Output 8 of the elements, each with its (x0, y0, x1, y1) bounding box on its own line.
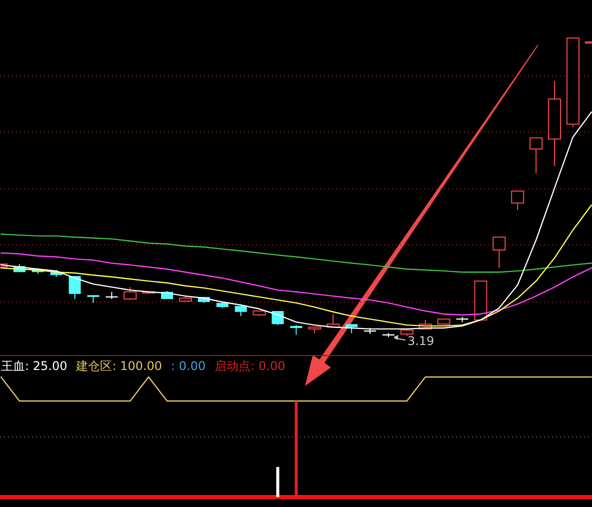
candlestick (511, 190, 524, 210)
candlestick (68, 276, 81, 300)
legend: 王血: 25.00 建仓区: 100.00 : 0.00 启动点: 0.00 (1, 359, 286, 373)
annotation: 3.19 (407, 334, 434, 348)
candlestick (124, 286, 137, 300)
candlestick (492, 236, 506, 268)
candlestick (290, 324, 302, 336)
candlestick (530, 137, 543, 174)
